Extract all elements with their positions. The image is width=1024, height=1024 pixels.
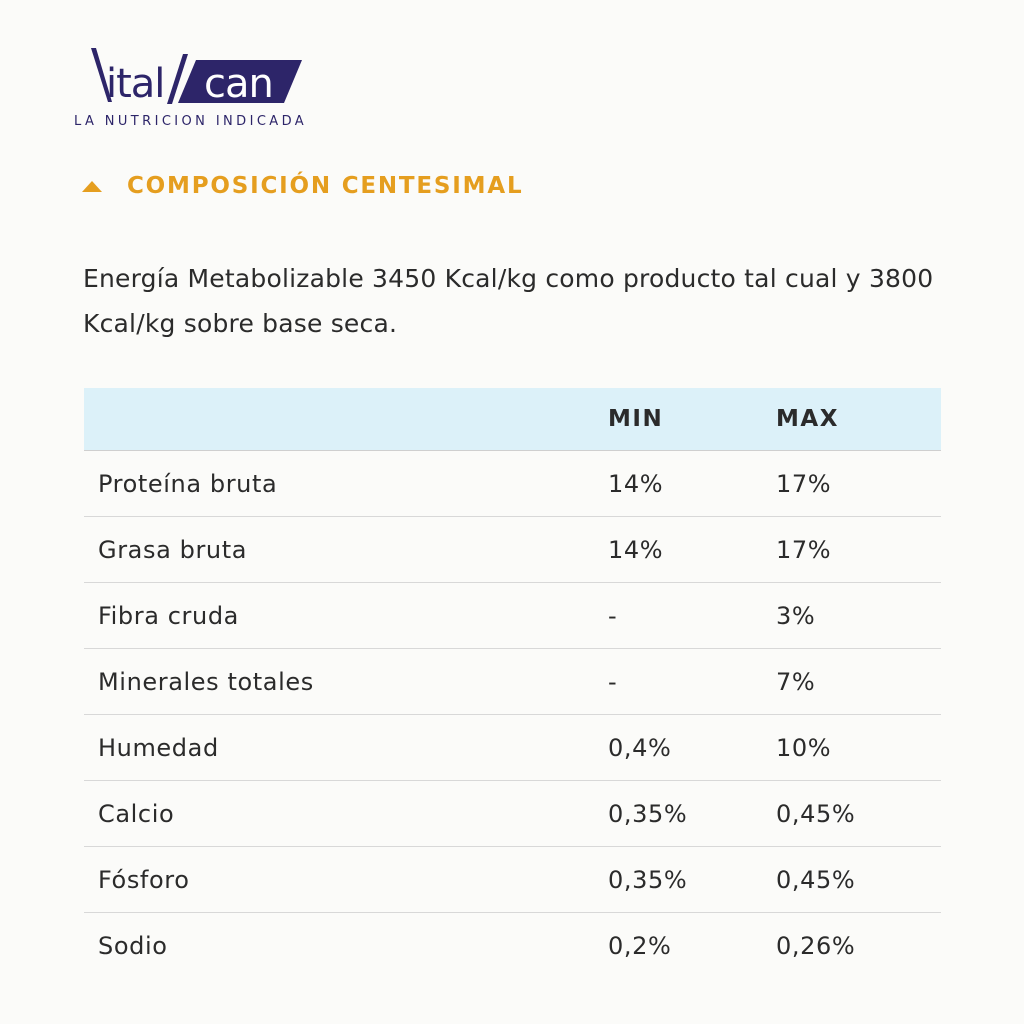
logo-word-2: can — [204, 61, 273, 107]
nutrient-min: - — [608, 648, 776, 715]
composition-table: MIN MAX Proteína bruta 14% 17% Grasa bru… — [84, 388, 941, 978]
nutrient-min: 0,4% — [608, 714, 776, 781]
nutrient-name: Calcio — [84, 780, 608, 847]
logo-word-1: ital — [106, 61, 164, 107]
vitalcan-logo-mark: ital can — [91, 48, 302, 107]
nutrient-max: 3% — [776, 582, 941, 649]
nutrient-name: Proteína bruta — [84, 450, 608, 517]
table-row: Proteína bruta 14% 17% — [84, 450, 941, 517]
nutrient-max: 17% — [776, 450, 941, 517]
table-row: Fibra cruda - 3% — [84, 582, 941, 649]
table-header-row: MIN MAX — [84, 388, 941, 451]
table-row: Humedad 0,4% 10% — [84, 714, 941, 781]
nutrient-name: Minerales totales — [84, 648, 608, 715]
nutrient-max: 17% — [776, 516, 941, 583]
brand-tagline: LA NUTRICION INDICADA — [74, 114, 308, 129]
table-row: Minerales totales - 7% — [84, 648, 941, 715]
energy-description: Energía Metabolizable 3450 Kcal/kg como … — [83, 264, 934, 338]
nutrient-name: Fibra cruda — [84, 582, 608, 649]
table-row: Calcio 0,35% 0,45% — [84, 780, 941, 847]
nutrient-name: Grasa bruta — [84, 516, 608, 583]
nutrient-name: Humedad — [84, 714, 608, 781]
table-row: Fósforo 0,35% 0,45% — [84, 846, 941, 913]
nutrient-max: 0,45% — [776, 780, 941, 847]
nutrient-name: Fósforo — [84, 846, 608, 913]
nutrient-min: 0,2% — [608, 931, 672, 960]
nutrient-max: 0,45% — [776, 846, 941, 913]
nutrient-min: - — [608, 582, 776, 649]
nutrient-max: 7% — [776, 648, 941, 715]
nutrient-max: 0,26% — [776, 931, 856, 960]
nutrient-min: 14% — [608, 450, 776, 517]
header-max: MAX — [776, 388, 941, 451]
section-title: COMPOSICIÓN CENTESIMAL — [127, 173, 524, 199]
vitalcan-logo[interactable]: ital can LA NUTRICION INDICADA — [74, 46, 314, 136]
nutrient-min: 0,35% — [608, 846, 776, 913]
nutrient-max: 10% — [776, 714, 941, 781]
header-min: MIN — [608, 388, 776, 451]
table-row: Grasa bruta 14% 17% — [84, 516, 941, 583]
nutrient-min: 14% — [608, 516, 776, 583]
section-toggle[interactable]: COMPOSICIÓN CENTESIMAL — [82, 168, 523, 204]
table-row: Sodio 0,2% 0,26% — [84, 913, 941, 979]
nutrient-min: 0,35% — [608, 780, 776, 847]
header-name — [84, 388, 608, 451]
caret-up-icon[interactable] — [82, 180, 102, 192]
nutrient-name: Sodio — [98, 931, 168, 960]
